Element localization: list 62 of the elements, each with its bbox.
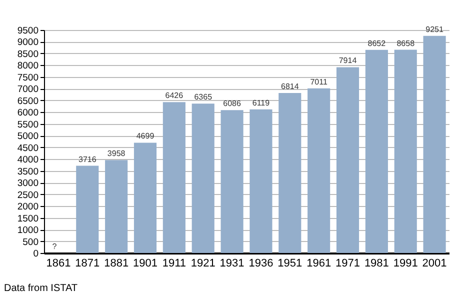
bar xyxy=(423,36,446,253)
y-tick-label: 5500 xyxy=(17,119,38,130)
data-label: 9251 xyxy=(426,24,444,34)
y-tick-label: 8000 xyxy=(17,60,38,72)
x-tick-label: 1981 xyxy=(364,258,389,270)
data-label: 7914 xyxy=(338,56,358,66)
data-label: 6814 xyxy=(280,82,300,92)
data-label: 6119 xyxy=(252,98,270,108)
y-tick-label: 2500 xyxy=(17,190,38,201)
bar xyxy=(162,102,186,253)
bar xyxy=(220,110,244,253)
data-label: 6086 xyxy=(223,99,242,108)
y-tick-label: 3000 xyxy=(17,178,38,190)
x-tick-label: 1871 xyxy=(75,258,100,270)
y-tick-label: 2000 xyxy=(17,202,38,213)
bar xyxy=(192,104,214,253)
y-tick-label: 9000 xyxy=(17,37,38,48)
bar xyxy=(278,93,302,253)
bar xyxy=(250,109,272,253)
x-tick-label: 1971 xyxy=(336,258,360,270)
y-tick-label: 500 xyxy=(22,236,38,248)
x-tick-label: 1991 xyxy=(393,258,418,270)
y-tick-label: 6500 xyxy=(17,96,38,107)
x-tick-label: 2001 xyxy=(422,258,447,270)
x-tick-label: 1936 xyxy=(248,258,274,270)
data-label: 8658 xyxy=(396,38,416,48)
y-tick-label: 1000 xyxy=(17,225,38,236)
data-label: 3958 xyxy=(107,149,126,158)
x-tick-label: 1861 xyxy=(46,258,71,270)
data-label: 8652 xyxy=(368,38,386,48)
y-tick-label: 4500 xyxy=(17,142,38,154)
bar xyxy=(336,67,360,253)
y-tick-label: 5000 xyxy=(17,131,38,142)
x-tick-label: 1961 xyxy=(306,258,332,270)
x-tick-label: 1951 xyxy=(278,258,302,270)
x-tick-label: 1931 xyxy=(220,258,244,270)
y-tick-label: 7500 xyxy=(17,72,38,84)
bar xyxy=(365,50,388,253)
x-tick-label: 1901 xyxy=(133,258,158,270)
data-label: 6365 xyxy=(194,92,213,102)
bar xyxy=(308,88,330,253)
data-label: 3716 xyxy=(78,154,97,164)
x-tick-label: 1881 xyxy=(104,258,129,270)
y-tick-label: 9500 xyxy=(17,26,38,36)
y-tick-label: 3500 xyxy=(17,166,38,178)
y-tick-label: 4000 xyxy=(17,154,38,166)
data-label: 7011 xyxy=(310,77,328,86)
x-tick-label: 1921 xyxy=(190,258,216,270)
text: ? xyxy=(52,242,57,251)
bar xyxy=(134,142,157,253)
y-tick-label: 7000 xyxy=(17,84,38,96)
text: Data from ISTAT xyxy=(4,283,78,294)
bar xyxy=(394,50,417,253)
y-tick-label: 6000 xyxy=(17,108,38,119)
y-tick-label: 8500 xyxy=(17,48,38,60)
y-tick-label: 0 xyxy=(33,248,38,260)
data-label: 6426 xyxy=(165,91,184,100)
bar xyxy=(76,166,99,253)
bar xyxy=(105,160,128,253)
x-tick-label: 1911 xyxy=(162,258,186,270)
y-tick-label: 1500 xyxy=(17,213,38,224)
data-label: 4699 xyxy=(136,132,155,141)
